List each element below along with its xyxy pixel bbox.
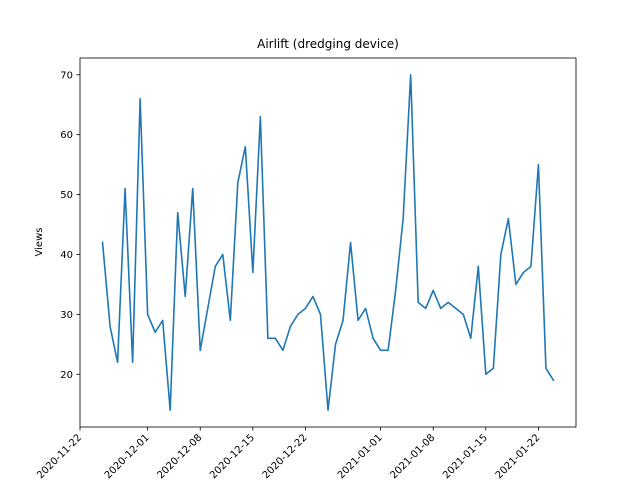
- x-tick-label: 2021-01-01: [336, 432, 385, 480]
- x-tick-label: 2020-12-01: [103, 432, 152, 480]
- x-tick-label: 2021-01-08: [388, 432, 437, 480]
- y-tick-label: 40: [60, 250, 73, 261]
- x-tick-label: 2021-01-22: [494, 432, 543, 480]
- x-tick-label: 2020-12-22: [261, 432, 310, 480]
- y-tick-label: 50: [60, 190, 73, 201]
- x-tick-label: 2020-11-22: [35, 432, 84, 480]
- y-tick-label: 70: [60, 70, 73, 81]
- y-tick-label: 30: [60, 310, 73, 321]
- x-tick-label: 2020-12-15: [208, 432, 257, 480]
- x-tick-label: 2020-12-08: [155, 432, 204, 480]
- series-group: [103, 75, 554, 410]
- x-tick-label: 2021-01-15: [441, 432, 490, 480]
- plot-frame: [80, 58, 576, 427]
- chart-title: Airlift (dredging device): [257, 37, 399, 51]
- y-tick-label: 60: [60, 130, 73, 141]
- series-line-0: [103, 75, 554, 410]
- y-axis-label: Views: [34, 228, 45, 257]
- y-tick-label: 20: [60, 370, 73, 381]
